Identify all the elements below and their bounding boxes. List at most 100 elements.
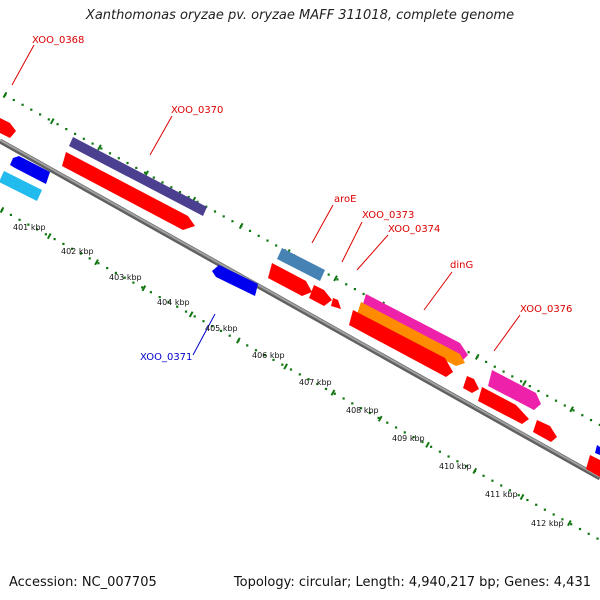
tick-major bbox=[567, 520, 572, 527]
scale-label: 406 kbp bbox=[252, 351, 285, 360]
cds-feature-xoo-0374[interactable] bbox=[331, 298, 341, 309]
tick-dot bbox=[307, 378, 310, 381]
cds-feature[interactable] bbox=[349, 310, 453, 377]
tick-dot bbox=[106, 267, 109, 270]
tick-dot bbox=[27, 223, 30, 226]
scale-label: 403 kbp bbox=[109, 273, 142, 282]
tick-dot bbox=[176, 305, 179, 308]
label-leaders bbox=[11, 44, 521, 356]
tick-dot bbox=[570, 523, 573, 526]
cds-feature[interactable] bbox=[268, 263, 312, 296]
cds-feature[interactable] bbox=[533, 420, 557, 442]
tick-major bbox=[238, 222, 244, 230]
tick-dot bbox=[587, 532, 590, 535]
tick-dot bbox=[543, 508, 546, 511]
tick-dot bbox=[56, 123, 59, 126]
tick-major bbox=[330, 389, 336, 396]
tick-dot bbox=[467, 351, 470, 354]
tick-major bbox=[333, 275, 338, 282]
cds-feature-aroe[interactable] bbox=[277, 248, 325, 281]
scale-label: 412 kbp bbox=[531, 519, 564, 528]
genome-info-text: Topology: circular; Length: 4,940,217 bp… bbox=[233, 575, 591, 590]
tick-dot bbox=[9, 213, 12, 216]
tick-dot bbox=[552, 513, 555, 516]
tick-dot bbox=[100, 147, 103, 150]
tick-dot bbox=[202, 320, 205, 323]
tick-major bbox=[425, 441, 430, 448]
tick-dot bbox=[170, 186, 173, 189]
tick-dot bbox=[403, 431, 406, 434]
scale-label: 405 kbp bbox=[205, 324, 238, 333]
cds-feature-xoo-0370[interactable] bbox=[69, 137, 207, 216]
tick-dot bbox=[213, 210, 217, 213]
tick-dot bbox=[184, 310, 188, 313]
tick-dot bbox=[351, 402, 354, 405]
cds-feature[interactable] bbox=[62, 152, 195, 230]
gene-label-ding[interactable]: dinG bbox=[450, 260, 473, 271]
tick-dot bbox=[537, 389, 540, 393]
scale-label: 407 kbp bbox=[299, 378, 332, 387]
cds-feature[interactable] bbox=[595, 445, 600, 455]
tick-major bbox=[522, 380, 527, 387]
tick-major bbox=[188, 311, 194, 318]
tick-dot bbox=[421, 440, 424, 444]
tick-dot bbox=[353, 288, 356, 291]
gene-label-xoo-0376[interactable]: XOO_0376 bbox=[520, 304, 572, 315]
scale-label: 404 kbp bbox=[157, 298, 190, 307]
cds-feature-xoo-0371[interactable] bbox=[212, 265, 258, 296]
tick-major bbox=[0, 206, 5, 214]
scale-label: 410 kbp bbox=[439, 462, 472, 471]
tick-dot bbox=[546, 394, 549, 397]
tick-dot bbox=[554, 399, 558, 402]
tick-dot bbox=[222, 215, 225, 218]
tick-dot bbox=[65, 128, 68, 131]
tick-dot bbox=[491, 479, 494, 482]
tick-dot bbox=[482, 474, 485, 477]
tick-dot bbox=[493, 365, 496, 368]
tick-dot bbox=[511, 375, 514, 378]
tick-dot bbox=[211, 325, 214, 328]
tick-dot bbox=[149, 291, 152, 294]
tick-major bbox=[46, 233, 52, 240]
tick-dot bbox=[266, 239, 269, 242]
gene-label-xoo-0371[interactable]: XOO_0371 bbox=[140, 352, 192, 363]
cds-feature[interactable] bbox=[0, 118, 16, 138]
cds-feature[interactable] bbox=[478, 387, 529, 424]
tick-dot bbox=[88, 257, 91, 260]
cds-feature[interactable] bbox=[586, 455, 600, 477]
tick-dot bbox=[178, 191, 182, 194]
tick-dot bbox=[161, 181, 164, 184]
cds-feature-xoo-0373[interactable] bbox=[309, 285, 332, 306]
tick-dot bbox=[228, 334, 231, 337]
gene-labels: XOO_0368 XOO_0370 aroE XOO_0373 XOO_0374… bbox=[32, 35, 572, 363]
tick-dot bbox=[44, 233, 47, 236]
cds-feature[interactable] bbox=[0, 171, 42, 201]
gene-label-aroe[interactable]: aroE bbox=[334, 194, 356, 205]
cds-feature[interactable] bbox=[357, 302, 465, 366]
tick-dot bbox=[91, 142, 94, 145]
cds-feature-ding[interactable] bbox=[362, 294, 468, 360]
tick-dot bbox=[281, 363, 284, 366]
tick-dot bbox=[248, 229, 252, 232]
tick-major bbox=[569, 406, 574, 413]
tick-major bbox=[97, 144, 102, 151]
tick-dot bbox=[430, 445, 433, 448]
tick-dot bbox=[395, 426, 398, 429]
tick-dot bbox=[231, 220, 234, 223]
tick-major bbox=[236, 337, 241, 344]
tick-dot bbox=[598, 423, 600, 426]
gene-label-xoo-0368[interactable]: XOO_0368 bbox=[32, 35, 84, 46]
cds-feature-xoo-0376[interactable] bbox=[488, 370, 541, 410]
tick-dot bbox=[465, 465, 468, 468]
tick-dot bbox=[152, 176, 155, 179]
tick-dot bbox=[254, 349, 258, 352]
tick-dot bbox=[158, 296, 161, 299]
gene-label-xoo-0373[interactable]: XOO_0373 bbox=[362, 210, 414, 221]
tick-dot bbox=[219, 329, 223, 332]
gene-label-xoo-0374[interactable]: XOO_0374 bbox=[388, 224, 440, 235]
inner-tick-ring bbox=[0, 206, 599, 540]
cds-feature[interactable] bbox=[463, 376, 479, 393]
cds-feature[interactable] bbox=[10, 156, 50, 184]
gene-label-xoo-0370[interactable]: XOO_0370 bbox=[171, 105, 223, 116]
